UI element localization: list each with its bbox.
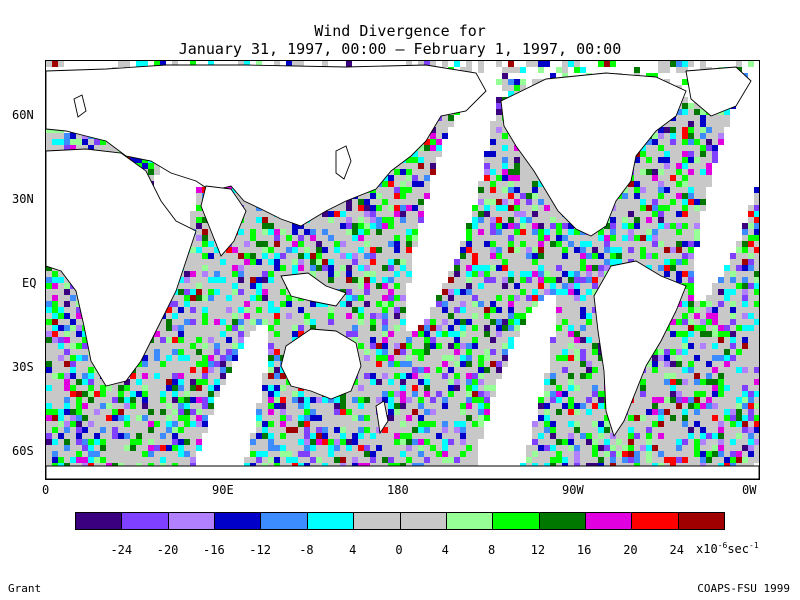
colorbar-swatch: [678, 513, 725, 529]
colorbar-swatch: [585, 513, 633, 529]
colorbar-tick-label: 4: [349, 543, 357, 557]
colorbar-swatch: [307, 513, 355, 529]
colorbar-swatch: [122, 513, 169, 529]
unit-base: x10: [696, 542, 718, 556]
lon-label-90e: 90E: [212, 483, 234, 497]
colorbar-tick-label: 12: [530, 543, 546, 557]
colorbar-swatch: [354, 513, 401, 529]
colorbar-tick-label: -16: [203, 543, 225, 557]
colorbar-tick-label: 4: [441, 543, 449, 557]
colorbar-tick-label: 0: [395, 543, 403, 557]
colorbar-tick-label: -20: [156, 543, 179, 557]
wind-divergence-map: [46, 61, 759, 479]
map-title-line1: Wind Divergence for: [314, 22, 486, 40]
colorbar-tick-label: 8: [487, 543, 496, 557]
lon-label-180: 180: [387, 483, 409, 497]
colorbar-unit: x10-6sec-1: [696, 541, 759, 556]
land-eurasia: [46, 64, 487, 227]
land-india: [200, 185, 247, 257]
colorbar: [75, 512, 725, 530]
colorbar-swatch: [632, 513, 679, 529]
lat-label-eq: EQ: [22, 276, 37, 290]
lat-label-60n: 60N: [12, 108, 34, 122]
land-greenland: [685, 66, 752, 117]
lat-label-60s: 60S: [12, 444, 34, 458]
lon-label-0w: 0W: [742, 483, 757, 497]
land-uk: [73, 94, 87, 118]
colorbar-tick-label: 20: [623, 543, 638, 557]
land-antarctica: [46, 465, 759, 479]
land-masses: [46, 64, 759, 479]
colorbar-swatch: [168, 513, 216, 529]
colorbar-tick-label: 16: [576, 543, 592, 557]
land-north-america: [500, 72, 687, 237]
lat-label-30n: 30N: [12, 192, 34, 206]
unit-exponent-2: -1: [749, 541, 759, 550]
colorbar-tick-label: -8: [299, 543, 314, 557]
colorbar-swatch: [446, 513, 494, 529]
unit-mid: sec: [727, 542, 750, 556]
map-panel: [45, 60, 760, 480]
unit-exponent-1: -6: [717, 541, 728, 550]
colorbar-swatch: [76, 513, 123, 529]
land-indonesia: [280, 272, 347, 307]
colorbar-tick-label: 24: [669, 543, 684, 557]
colorbar-swatch: [261, 513, 308, 529]
lon-label-90w: 90W: [562, 483, 584, 497]
author-label: Grant: [8, 582, 42, 595]
lat-label-30s: 30S: [12, 360, 34, 374]
land-japan: [335, 145, 352, 180]
colorbar-swatch: [215, 513, 262, 529]
land-australia: [280, 328, 362, 400]
colorbar-swatch: [539, 513, 586, 529]
credit-label: COAPS-FSU 1999: [697, 582, 790, 595]
land-south-america: [593, 260, 687, 438]
colorbar-swatch: [493, 513, 540, 529]
colorbar-tick-label: -24: [110, 543, 133, 557]
map-title-line2: January 31, 1997, 00:00 – February 1, 19…: [178, 40, 622, 58]
land-africa: [46, 148, 197, 387]
colorbar-swatch: [400, 513, 447, 529]
lon-label-0: 0: [42, 483, 50, 497]
land-new-zealand: [375, 400, 389, 435]
colorbar-tick-label: -12: [249, 543, 271, 557]
